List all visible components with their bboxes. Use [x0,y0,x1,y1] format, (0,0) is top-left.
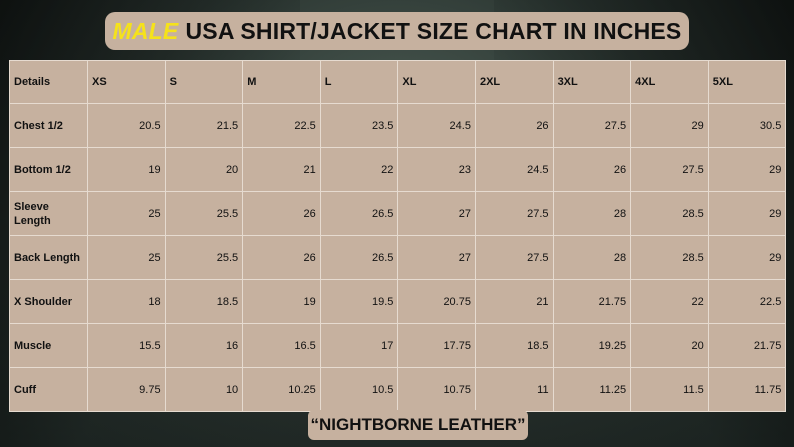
header-cell-size: XL [397,60,476,104]
brand-name: “NIGHTBORNE LEATHER” [310,415,526,434]
row-label: Sleeve Length [9,191,88,236]
row-label: Bottom 1/2 [9,147,88,192]
table-cell: 17 [319,323,399,368]
table-cell: 9.75 [87,367,166,412]
header-cell-size: L [319,60,399,104]
table-cell: 22.5 [707,279,787,324]
table-body: Details XS S M L XL 2XL 3XL 4XL 5XL Chest 1/2 20.5 2… [9,60,787,412]
title-text: USA SHIRT/JACKET SIZE CHART IN INCHES [185,17,682,44]
table-cell: 26.5 [319,191,399,236]
table-cell: 22.5 [242,103,321,148]
table-cell: 18.5 [164,279,244,324]
row-label: X Shoulder [9,279,88,324]
table-cell: 19.5 [319,279,399,324]
table-cell: 10.25 [242,367,321,412]
table-cell: 27.5 [552,103,632,148]
table-cell: 27 [397,235,476,280]
table-cell: 10.5 [319,367,399,412]
header-cell-size: 3XL [552,60,632,104]
table-cell: 29 [707,191,787,236]
table-cell: 10 [164,367,244,412]
table-cell: 16 [164,323,244,368]
table-cell: 21 [242,147,321,192]
table-cell: 26 [474,103,554,148]
table-cell: 18.5 [474,323,554,368]
table-cell: 15.5 [87,323,166,368]
table-cell: 29 [707,147,787,192]
table-cell: 24.5 [397,103,476,148]
table-cell: 20.5 [87,103,166,148]
table-cell: 23.5 [319,103,399,148]
header-cell-size: 5XL [707,60,787,104]
table-header-row: Details XS S M L XL 2XL 3XL 4XL 5XL [9,60,787,104]
title-banner: MALE USA SHIRT/JACKET SIZE CHART IN INCH… [105,12,689,50]
table-cell: 22 [630,279,709,324]
row-label: Chest 1/2 [9,103,88,148]
table-cell: 20 [164,147,244,192]
table-cell: 11.5 [630,367,709,412]
table-cell: 28 [552,235,632,280]
table-cell: 24.5 [474,147,554,192]
table-cell: 21.75 [707,323,787,368]
table-cell: 11.75 [707,367,787,412]
table-cell: 26 [242,235,321,280]
table-cell: 30.5 [707,103,787,148]
size-chart-table: Details XS S M L XL 2XL 3XL 4XL 5XL Chest 1/2 20.5 2… [9,60,787,412]
table-row: X Shoulder 18 18.5 19 19.5 20.75 21 21.75 22 22.5 [9,279,787,324]
table-row: Sleeve Length 25 25.5 26 26.5 27 27.5 28 28.5 29 [9,191,787,236]
table-cell: 26.5 [319,235,399,280]
table-row: Muscle 15.5 16 16.5 17 17.75 18.5 19.25 20 21.75 [9,323,787,368]
table-cell: 17.75 [397,323,476,368]
row-label: Cuff [9,367,88,412]
table-cell: 20 [630,323,709,368]
table-cell: 25.5 [164,191,244,236]
brand-banner: “NIGHTBORNE LEATHER” [308,410,528,440]
table-cell: 16.5 [242,323,321,368]
table-cell: 19.25 [552,323,632,368]
table-cell: 26 [552,147,632,192]
table-cell: 27 [397,191,476,236]
table-cell: 25 [87,235,166,280]
table-row: Bottom 1/2 19 20 21 22 23 24.5 26 27.5 29 [9,147,787,192]
table-cell: 27.5 [630,147,709,192]
table-cell: 25 [87,191,166,236]
table-cell: 21 [474,279,554,324]
table-cell: 29 [630,103,709,148]
table-row: Cuff 9.75 10 10.25 10.5 10.75 11 11.25 11.5 11.75 [9,367,787,412]
table-cell: 20.75 [397,279,476,324]
table-cell: 19 [87,147,166,192]
table-cell: 22 [319,147,399,192]
table-row: Chest 1/2 20.5 21.5 22.5 23.5 24.5 26 27.5 29 30.… [9,103,787,148]
header-cell-details: Details [9,60,88,104]
header-cell-size: XS [87,60,166,104]
table-cell: 25.5 [164,235,244,280]
row-label: Back Length [9,235,88,280]
table-cell: 21.5 [164,103,244,148]
header-cell-size: 2XL [474,60,554,104]
table-cell: 27.5 [474,191,554,236]
table-cell: 11.25 [552,367,632,412]
table-cell: 29 [707,235,787,280]
table-row: Back Length 25 25.5 26 26.5 27 27.5 28 28.5 29 [9,235,787,280]
table-cell: 27.5 [474,235,554,280]
title-accent: MALE [112,17,179,44]
table-cell: 19 [242,279,321,324]
table-cell: 23 [397,147,476,192]
table-cell: 18 [87,279,166,324]
row-label: Muscle [9,323,88,368]
header-cell-size: S [164,60,244,104]
table-cell: 28.5 [630,191,709,236]
header-cell-size: 4XL [630,60,709,104]
table-cell: 26 [242,191,321,236]
table-cell: 28 [552,191,632,236]
header-cell-size: M [242,60,321,104]
table-cell: 28.5 [630,235,709,280]
table-cell: 10.75 [397,367,476,412]
table-cell: 11 [474,367,554,412]
table-cell: 21.75 [552,279,632,324]
